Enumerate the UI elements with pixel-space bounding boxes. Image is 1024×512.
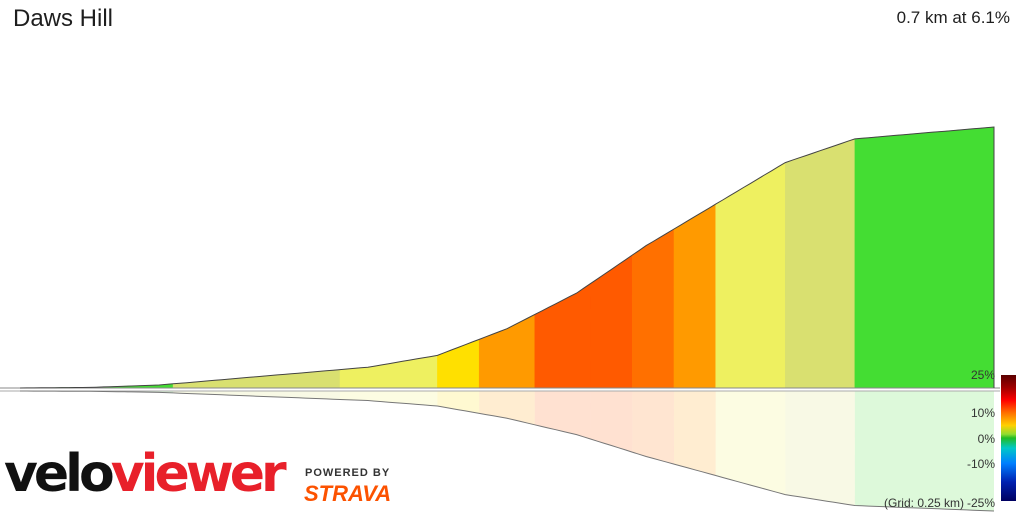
reflection-segment-2	[340, 391, 438, 406]
profile-segment-4	[478, 313, 536, 389]
profile-outline	[19, 126, 995, 389]
reflection-segment-6	[590, 391, 633, 453]
veloviewer-logo: veloviewer	[4, 448, 287, 500]
climb-summary: 0.7 km at 6.1%	[896, 8, 1010, 27]
profile-reflection	[20, 391, 994, 511]
profile-segment-9	[715, 162, 786, 389]
scale-label-25: 25%	[970, 368, 995, 382]
profile-segment-2	[339, 355, 438, 389]
logo-viewer-text: viewer	[110, 444, 287, 504]
profile-segment-11	[854, 126, 995, 389]
scale-label-0: 0%	[977, 432, 995, 446]
reflection-segment-7	[632, 391, 674, 465]
reflection-segment-11	[854, 391, 994, 511]
profile-segment-3	[437, 339, 480, 389]
profile-segment-8	[673, 203, 716, 389]
grid-note: (Grid: 0.25 km)	[883, 496, 964, 510]
reflection-outline	[20, 390, 995, 512]
reflection-segment-5	[534, 391, 591, 439]
reflection-segment-8	[673, 391, 716, 476]
logo-velo-text: velo	[4, 444, 115, 504]
profile-segment-10	[785, 138, 856, 389]
reflection-segment-10	[785, 391, 855, 506]
scale-label-minus-10: -10%	[966, 457, 995, 471]
reflection-segment-4	[479, 391, 535, 425]
profile-area	[19, 126, 995, 389]
profile-segment-6	[590, 254, 633, 389]
strava-logo: STRAVA	[304, 481, 392, 506]
powered-by-label: POWERED BY	[305, 467, 391, 479]
scale-label-minus-25: -25%	[966, 496, 995, 510]
profile-segment-5	[534, 283, 591, 389]
scale-label-10: 10%	[970, 406, 995, 420]
profile-segment-7	[631, 228, 675, 389]
climb-title: Daws Hill	[13, 5, 114, 32]
reflection-segment-9	[715, 391, 786, 495]
gradient-color-scale	[1001, 375, 1016, 501]
profile-segment-1	[172, 369, 341, 389]
